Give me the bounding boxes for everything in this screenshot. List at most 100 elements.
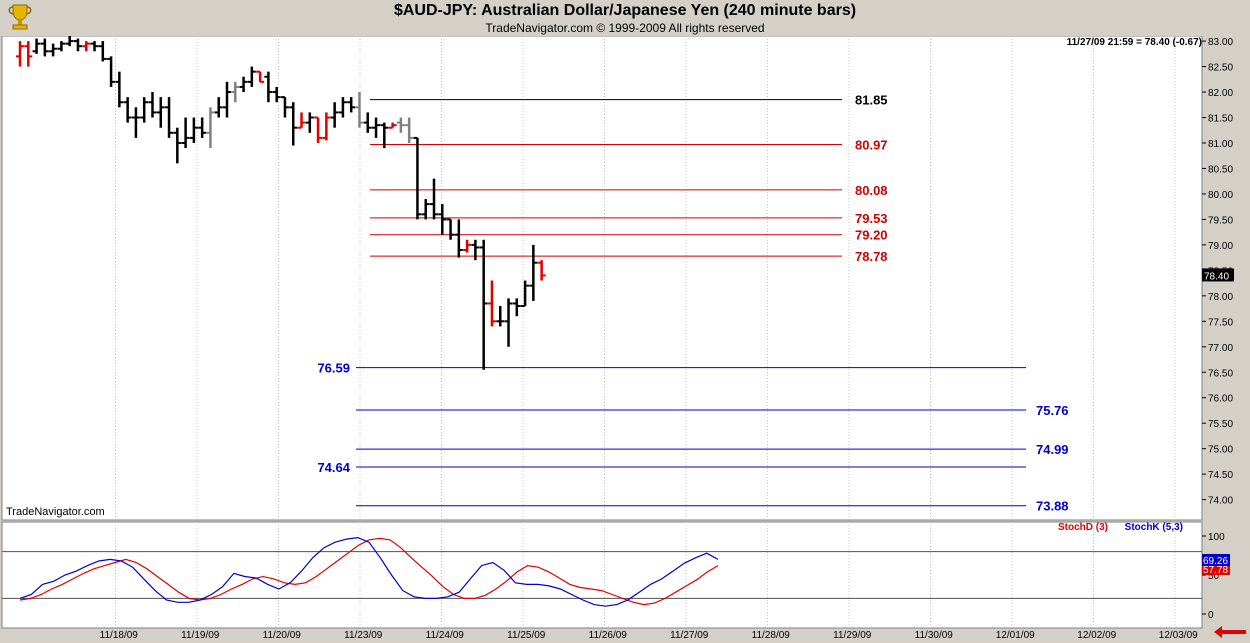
- ohlc-bar: [239, 76, 248, 93]
- ohlc-bar: [264, 71, 273, 103]
- ohlc-bar: [82, 41, 91, 52]
- price-y-tick-label: 81.00: [1208, 139, 1233, 150]
- x-tick-label: 11/18/09: [100, 630, 139, 641]
- x-tick-label: 11/19/09: [181, 630, 220, 641]
- price-y-tick-label: 80.00: [1208, 190, 1233, 201]
- ohlc-bar: [438, 204, 447, 235]
- ohlc-bar: [504, 298, 513, 347]
- level-label: 76.59: [317, 361, 350, 376]
- ohlc-bar: [156, 97, 165, 128]
- x-tick-label: 11/28/09: [752, 630, 791, 641]
- ohlc-bar: [363, 112, 372, 133]
- ohlc-bar: [512, 298, 521, 317]
- ohlc-bar: [430, 178, 438, 220]
- ohlc-bar: [131, 107, 140, 138]
- stochastic-grid: [2, 522, 1202, 628]
- x-tick-label: 11/30/09: [915, 630, 954, 641]
- x-tick-label: 12/01/09: [996, 630, 1035, 641]
- stochD-line: [19, 537, 719, 606]
- stochK-legend: StochK (5,3): [1125, 522, 1183, 533]
- level-label: 80.97: [855, 138, 888, 153]
- ohlc-bar: [446, 218, 455, 240]
- ohlc-bar: [314, 116, 323, 143]
- price-panel: [1, 36, 1203, 521]
- price-y-tick-label: 77.50: [1208, 317, 1233, 328]
- ohlc-bar: [372, 117, 381, 138]
- ohlc-bar: [24, 41, 33, 67]
- stochastic-y-tick-label: 50: [1208, 571, 1220, 582]
- ohlc-bar: [454, 219, 463, 258]
- ohlc-bar: [223, 81, 231, 118]
- trophy-logo-icon: [8, 4, 32, 30]
- stochastic-y-axis: 100 50 0: [1202, 532, 1225, 621]
- ohlc-bar: [65, 36, 74, 47]
- ohlc-bar: [40, 38, 49, 57]
- ohlc-bar: [247, 66, 256, 87]
- ohlc-bar: [73, 38, 82, 52]
- price-y-tick-label: 80.50: [1208, 164, 1233, 175]
- ohlc-bar: [107, 56, 116, 87]
- ohlc-bar: [198, 117, 207, 138]
- ohlc-bar: [355, 92, 364, 128]
- price-y-tick-label: 76.00: [1208, 394, 1233, 405]
- chart-header: $AUD-JPY: Australian Dollar/Japanese Yen…: [0, 0, 1250, 36]
- ohlc-bar: [471, 239, 480, 261]
- price-y-tick-label: 82.50: [1208, 63, 1233, 74]
- ohlc-bar: [305, 112, 314, 133]
- level-label: 81.85: [855, 93, 888, 108]
- price-y-tick-label: 83.00: [1208, 37, 1233, 48]
- level-label: 79.53: [855, 211, 888, 226]
- ohlc-bar: [330, 102, 339, 128]
- x-tick-label: 11/27/09: [670, 630, 709, 641]
- chart-title: $AUD-JPY: Australian Dollar/Japanese Yen…: [393, 2, 857, 19]
- chart-area[interactable]: 81.85 80.97 80.08 79.53 79.20 78.78 76.59 75.76…: [0, 36, 1250, 643]
- ohlc-bar: [49, 43, 58, 57]
- ohlc-bar: [297, 112, 306, 129]
- price-y-tick-label: 82.00: [1208, 88, 1233, 99]
- ohlc-bar: [487, 280, 496, 327]
- ohlc-bar: [496, 306, 505, 327]
- ohlc-bar: [537, 260, 546, 281]
- ohlc-bar: [388, 122, 397, 129]
- ohlc-bar: [272, 86, 281, 103]
- ohlc-bar: [16, 41, 24, 67]
- level-label: 74.64: [317, 460, 350, 475]
- stochastic-value-tag-label: 69.26: [1203, 556, 1228, 567]
- stochastic-lines: [19, 536, 719, 607]
- price-y-tick-label: 77.00: [1208, 343, 1233, 354]
- ohlc-bar: [123, 97, 132, 123]
- ohlc-bar: [380, 122, 389, 149]
- ohlc-bar: [338, 97, 347, 118]
- price-y-tick-label: 76.50: [1208, 368, 1233, 379]
- ohlc-bar: [181, 117, 190, 149]
- ohlc-bar: [463, 239, 472, 253]
- ohlc-bar: [479, 239, 488, 370]
- level-label: 80.08: [855, 183, 888, 198]
- ohlc-bar: [115, 71, 124, 108]
- price-y-tick-label: 74.50: [1208, 470, 1233, 481]
- price-y-tick-label: 75.00: [1208, 445, 1233, 456]
- stochastic-value-tag: [1202, 553, 1230, 566]
- level-label: 75.76: [1036, 403, 1069, 418]
- ohlc-bar: [32, 38, 41, 54]
- stochD-legend: StochD (3): [1058, 522, 1108, 533]
- x-tick-label: 12/03/09: [1159, 630, 1198, 641]
- price-y-tick-label: 79.50: [1208, 215, 1233, 226]
- x-tick-label: 11/29/09: [833, 630, 872, 641]
- ohlc-bar: [57, 41, 66, 52]
- level-label: 73.88: [1036, 499, 1069, 514]
- stochastic-y-tick-label: 100: [1208, 532, 1225, 543]
- quote-readout: 11/27/09 21:59 = 78.40 (-0.67): [1067, 37, 1202, 48]
- ohlc-bar: [165, 97, 174, 138]
- x-tick-label: 11/26/09: [589, 630, 628, 641]
- chart-subtitle: TradeNavigator.com © 1999-2009 All right…: [485, 21, 765, 35]
- price-y-tick-label: 75.50: [1208, 419, 1233, 430]
- ohlc-bar: [148, 92, 157, 118]
- x-tick-label: 11/24/09: [426, 630, 465, 641]
- ohlc-bar: [405, 117, 414, 143]
- x-tick-label: 12/02/09: [1077, 630, 1116, 641]
- ohlc-bar: [90, 41, 99, 52]
- ohlc-bar: [347, 97, 356, 113]
- left-arrow-icon[interactable]: [1214, 626, 1246, 638]
